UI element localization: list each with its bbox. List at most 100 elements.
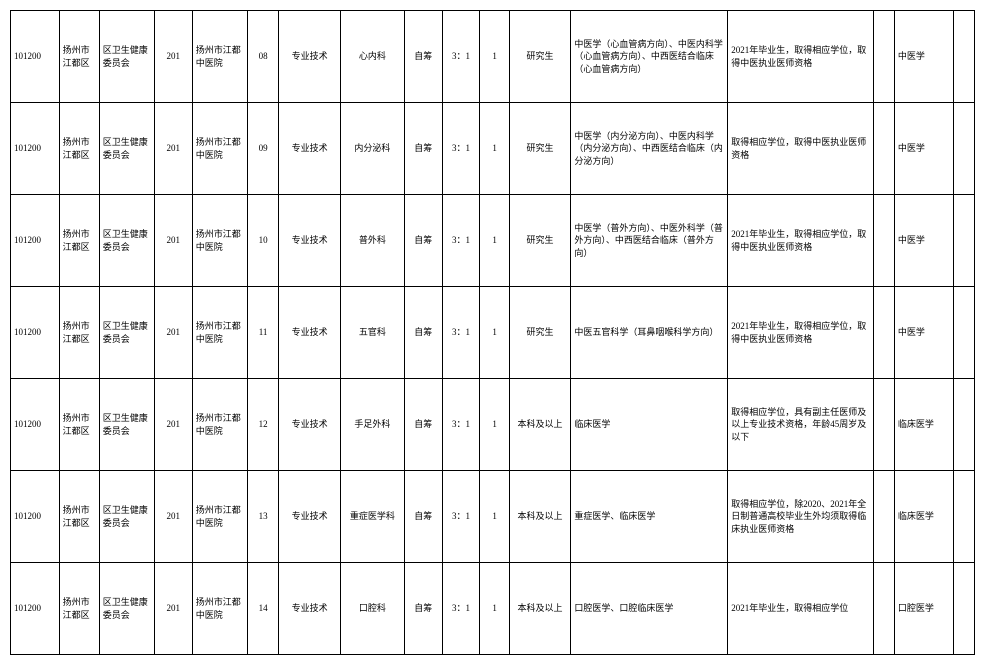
org-code-cell: 201 [154,11,192,103]
position-type-cell: 专业技术 [279,11,341,103]
education-cell: 本科及以上 [509,379,571,471]
table-row: 101200扬州市江都区区卫生健康委员会201扬州市江都中医院08专业技术心内科… [11,11,975,103]
category-cell: 中医学 [894,195,954,287]
ratio-cell: 3：1 [442,563,480,655]
education-cell: 本科及以上 [509,471,571,563]
department-cell: 心内科 [340,11,404,103]
blank-cell [874,103,895,195]
position-type-cell: 专业技术 [279,471,341,563]
category-cell: 中医学 [894,11,954,103]
district-cell: 扬州市江都区 [59,379,99,471]
code-cell: 101200 [11,563,60,655]
org-name-cell: 扬州市江都中医院 [192,103,247,195]
major-cell: 口腔医学、口腔临床医学 [571,563,728,655]
authority-cell: 区卫生健康委员会 [99,287,154,379]
department-cell: 手足外科 [340,379,404,471]
count-cell: 1 [480,11,509,103]
table-row: 101200扬州市江都区区卫生健康委员会201扬州市江都中医院13专业技术重症医… [11,471,975,563]
code-cell: 101200 [11,103,60,195]
org-name-cell: 扬州市江都中医院 [192,11,247,103]
requirement-cell: 2021年毕业生，取得相应学位，取得中医执业医师资格 [728,11,874,103]
education-cell: 研究生 [509,103,571,195]
code-cell: 101200 [11,195,60,287]
category-cell: 中医学 [894,287,954,379]
major-cell: 中医学（内分泌方向）、中医内科学（内分泌方向）、中西医结合临床（内分泌方向） [571,103,728,195]
authority-cell: 区卫生健康委员会 [99,103,154,195]
org-code-cell: 201 [154,471,192,563]
blank-cell [874,379,895,471]
org-code-cell: 201 [154,563,192,655]
position-number-cell: 09 [247,103,278,195]
code-cell: 101200 [11,379,60,471]
position-number-cell: 13 [247,471,278,563]
count-cell: 1 [480,379,509,471]
department-cell: 内分泌科 [340,103,404,195]
major-cell: 中医五官科学（耳鼻咽喉科学方向） [571,287,728,379]
major-cell: 重症医学、临床医学 [571,471,728,563]
category-cell: 临床医学 [894,471,954,563]
requirement-cell: 取得相应学位，具有副主任医师及以上专业技术资格，年龄45周岁及以下 [728,379,874,471]
district-cell: 扬州市江都区 [59,195,99,287]
funding-cell: 自筹 [404,103,442,195]
authority-cell: 区卫生健康委员会 [99,379,154,471]
position-number-cell: 14 [247,563,278,655]
education-cell: 研究生 [509,195,571,287]
table-row: 101200扬州市江都区区卫生健康委员会201扬州市江都中医院14专业技术口腔科… [11,563,975,655]
education-cell: 研究生 [509,287,571,379]
position-number-cell: 10 [247,195,278,287]
position-number-cell: 12 [247,379,278,471]
requirement-cell: 2021年毕业生，取得相应学位，取得中医执业医师资格 [728,195,874,287]
funding-cell: 自筹 [404,195,442,287]
position-number-cell: 11 [247,287,278,379]
position-type-cell: 专业技术 [279,287,341,379]
org-name-cell: 扬州市江都中医院 [192,563,247,655]
ratio-cell: 3：1 [442,11,480,103]
count-cell: 1 [480,287,509,379]
recruitment-table: 101200扬州市江都区区卫生健康委员会201扬州市江都中医院08专业技术心内科… [10,10,975,655]
position-type-cell: 专业技术 [279,379,341,471]
blank-cell [954,103,975,195]
blank-cell [954,471,975,563]
funding-cell: 自筹 [404,471,442,563]
blank-cell [954,11,975,103]
org-code-cell: 201 [154,195,192,287]
blank-cell [874,287,895,379]
count-cell: 1 [480,563,509,655]
count-cell: 1 [480,195,509,287]
count-cell: 1 [480,471,509,563]
position-type-cell: 专业技术 [279,103,341,195]
position-type-cell: 专业技术 [279,563,341,655]
funding-cell: 自筹 [404,379,442,471]
org-code-cell: 201 [154,103,192,195]
district-cell: 扬州市江都区 [59,287,99,379]
code-cell: 101200 [11,11,60,103]
blank-cell [874,471,895,563]
table-row: 101200扬州市江都区区卫生健康委员会201扬州市江都中医院12专业技术手足外… [11,379,975,471]
code-cell: 101200 [11,287,60,379]
position-type-cell: 专业技术 [279,195,341,287]
blank-cell [954,195,975,287]
authority-cell: 区卫生健康委员会 [99,471,154,563]
code-cell: 101200 [11,471,60,563]
requirement-cell: 取得相应学位，取得中医执业医师资格 [728,103,874,195]
requirement-cell: 2021年毕业生，取得相应学位，取得中医执业医师资格 [728,287,874,379]
major-cell: 中医学（心血管病方向）、中医内科学（心血管病方向）、中西医结合临床（心血管病方向… [571,11,728,103]
category-cell: 口腔医学 [894,563,954,655]
table-row: 101200扬州市江都区区卫生健康委员会201扬州市江都中医院10专业技术普外科… [11,195,975,287]
district-cell: 扬州市江都区 [59,11,99,103]
major-cell: 临床医学 [571,379,728,471]
org-name-cell: 扬州市江都中医院 [192,379,247,471]
authority-cell: 区卫生健康委员会 [99,563,154,655]
category-cell: 中医学 [894,103,954,195]
blank-cell [954,563,975,655]
position-number-cell: 08 [247,11,278,103]
ratio-cell: 3：1 [442,471,480,563]
funding-cell: 自筹 [404,11,442,103]
requirement-cell: 取得相应学位，除2020、2021年全日制普通高校毕业生外均须取得临床执业医师资… [728,471,874,563]
authority-cell: 区卫生健康委员会 [99,195,154,287]
department-cell: 口腔科 [340,563,404,655]
blank-cell [954,287,975,379]
org-code-cell: 201 [154,379,192,471]
district-cell: 扬州市江都区 [59,563,99,655]
ratio-cell: 3：1 [442,195,480,287]
